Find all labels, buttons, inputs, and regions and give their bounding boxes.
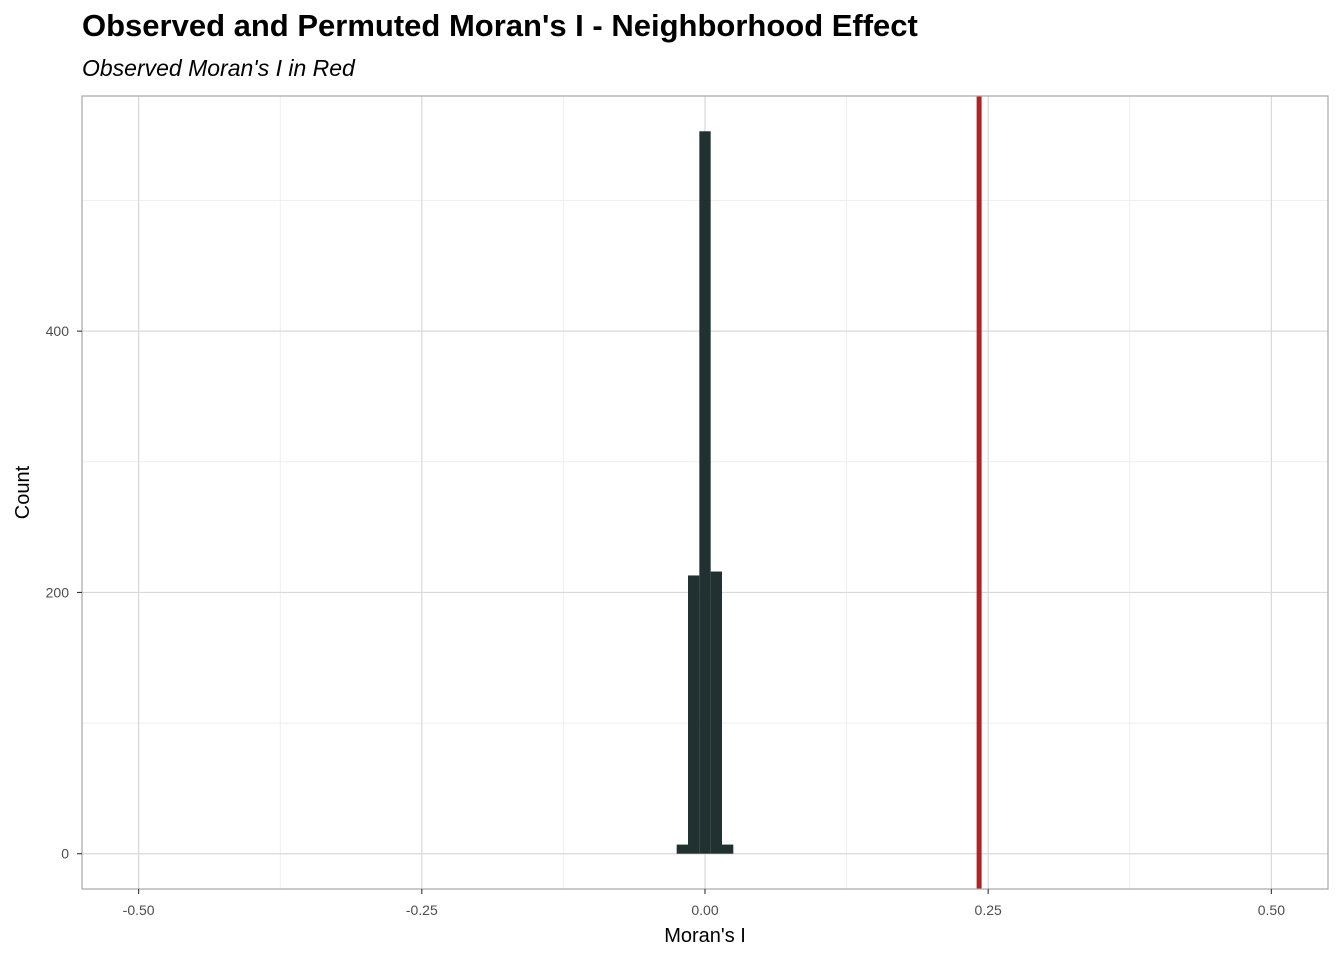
y-axis-title: Count — [12, 465, 34, 519]
y-tick-label: 200 — [46, 584, 70, 600]
chart-subtitle: Observed Moran's I in Red — [82, 55, 355, 81]
histogram-bar — [676, 844, 689, 854]
x-axis-title: Moran's I — [664, 925, 746, 947]
x-tick-label: -0.25 — [406, 902, 438, 918]
chart-title: Observed and Permuted Moran's I - Neighb… — [82, 8, 918, 43]
x-tick-label: 0.00 — [691, 902, 718, 918]
y-axis-ticks: 0 200 400 — [46, 323, 82, 862]
x-tick-label: 0.25 — [975, 902, 1002, 918]
major-gridlines — [82, 96, 1328, 889]
histogram-bar — [688, 575, 700, 854]
y-tick-label: 400 — [46, 323, 70, 339]
x-axis-ticks: -0.50 -0.25 0.00 0.25 0.50 — [123, 889, 1285, 918]
x-tick-label: 0.50 — [1258, 902, 1285, 918]
histogram-bar — [699, 131, 711, 854]
histogram-bar — [721, 844, 734, 854]
x-tick-label: -0.50 — [123, 902, 155, 918]
y-tick-label: 0 — [61, 846, 69, 862]
histogram-bars — [676, 131, 734, 854]
histogram-bar — [710, 571, 722, 854]
